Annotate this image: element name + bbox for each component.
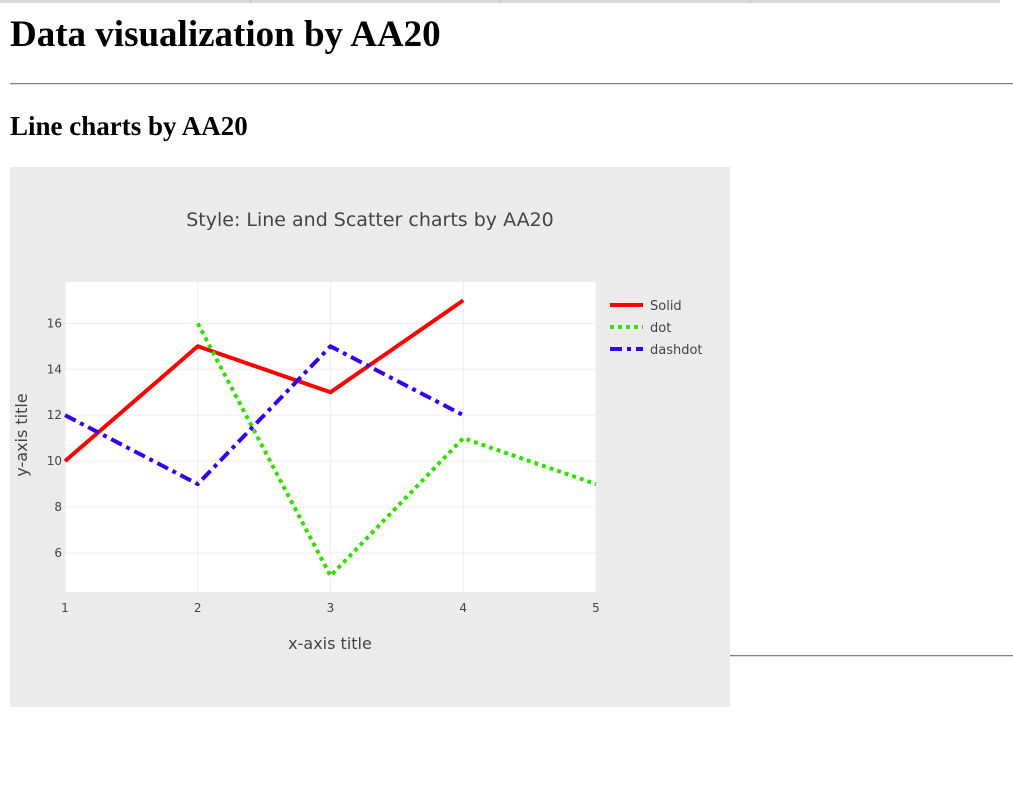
series-line-solid[interactable] <box>63 298 465 463</box>
series-line-dot[interactable] <box>195 322 597 578</box>
x-tick-label: 3 <box>327 601 335 615</box>
y-axis-title: y-axis title <box>12 393 31 476</box>
y-tick-label: 12 <box>47 408 62 422</box>
x-tick-label: 2 <box>194 601 202 615</box>
x-tick-label: 4 <box>459 601 467 615</box>
x-axis-title: x-axis title <box>288 634 372 653</box>
legend-item-solid[interactable]: Solid <box>610 299 682 314</box>
legend[interactable]: Solid dot dashdot <box>610 299 703 358</box>
y-tick-label: 6 <box>54 546 62 560</box>
y-tick-label: 16 <box>47 316 62 330</box>
x-tick-label: 1 <box>61 601 69 615</box>
horizontal-rule <box>730 655 1013 657</box>
y-tick-label: 10 <box>47 454 62 468</box>
y-tick-label: 14 <box>47 362 62 376</box>
strip-divider <box>750 0 751 3</box>
legend-label: dashdot <box>650 343 703 358</box>
gridlines <box>64 282 597 592</box>
strip-divider <box>250 0 251 3</box>
x-tick-label: 5 <box>592 601 600 615</box>
legend-item-dot[interactable]: dot <box>610 321 671 336</box>
legend-item-dashdot[interactable]: dashdot <box>610 343 703 358</box>
series-line-dashdot[interactable] <box>64 344 465 487</box>
top-border-strip <box>0 0 1000 3</box>
line-chart[interactable]: Style: Line and Scatter charts by AA20 1… <box>10 167 730 707</box>
section-title: Line charts by AA20 <box>10 111 248 141</box>
legend-label: dot <box>650 321 671 336</box>
legend-label: Solid <box>650 299 682 314</box>
strip-divider <box>500 0 501 3</box>
page-title: Data visualization by AA20 <box>10 14 441 55</box>
horizontal-rule <box>10 83 1013 85</box>
series-lines[interactable] <box>63 298 597 578</box>
chart-title: Style: Line and Scatter charts by AA20 <box>186 209 554 231</box>
chart-container[interactable]: Style: Line and Scatter charts by AA20 1… <box>10 167 730 707</box>
y-tick-label: 8 <box>54 500 62 514</box>
